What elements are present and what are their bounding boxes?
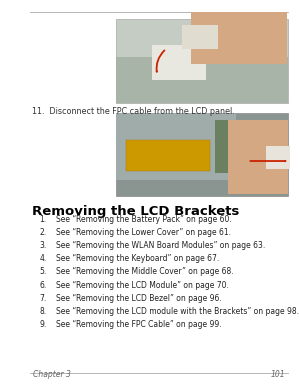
Text: See “Removing the LCD Bezel” on page 96.: See “Removing the LCD Bezel” on page 96. bbox=[56, 294, 221, 303]
Text: See “Removing the Lower Cover” on page 61.: See “Removing the Lower Cover” on page 6… bbox=[56, 228, 230, 237]
Bar bbox=[116, 19, 288, 103]
Text: 5.: 5. bbox=[39, 267, 46, 276]
Bar bbox=[116, 57, 288, 103]
Text: 3.: 3. bbox=[39, 241, 46, 250]
Text: 2.: 2. bbox=[39, 228, 46, 237]
Text: See “Removing the LCD module with the Brackets” on page 98.: See “Removing the LCD module with the Br… bbox=[56, 307, 298, 316]
Text: See “Removing the WLAN Board Modules” on page 63.: See “Removing the WLAN Board Modules” on… bbox=[56, 241, 265, 250]
Text: 1.: 1. bbox=[39, 215, 46, 223]
Text: See “Removing the Middle Cover” on page 68.: See “Removing the Middle Cover” on page … bbox=[56, 267, 233, 276]
Bar bbox=[152, 45, 206, 80]
Text: See “Removing the Keyboard” on page 67.: See “Removing the Keyboard” on page 67. bbox=[56, 254, 219, 263]
Bar bbox=[116, 113, 236, 180]
Text: 9.: 9. bbox=[39, 320, 46, 329]
Bar bbox=[190, 12, 286, 64]
Bar bbox=[116, 113, 288, 196]
Text: Removing the LCD Brackets: Removing the LCD Brackets bbox=[32, 205, 239, 218]
Text: 11.  Disconnect the FPC cable from the LCD panel.: 11. Disconnect the FPC cable from the LC… bbox=[32, 107, 234, 116]
Bar bbox=[228, 120, 288, 194]
Text: See “Removing the Battery Pack” on page 60.: See “Removing the Battery Pack” on page … bbox=[56, 215, 231, 223]
Bar bbox=[214, 120, 280, 173]
Text: 101: 101 bbox=[270, 371, 285, 379]
Bar bbox=[266, 146, 290, 169]
Text: 6.: 6. bbox=[39, 281, 46, 289]
Text: See “Removing the FPC Cable” on page 99.: See “Removing the FPC Cable” on page 99. bbox=[56, 320, 221, 329]
Bar bbox=[182, 25, 218, 48]
Text: 8.: 8. bbox=[39, 307, 46, 316]
Text: Chapter 3: Chapter 3 bbox=[33, 371, 71, 379]
Bar bbox=[126, 140, 210, 171]
Text: See “Removing the LCD Module” on page 70.: See “Removing the LCD Module” on page 70… bbox=[56, 281, 228, 289]
Text: 4.: 4. bbox=[39, 254, 46, 263]
Text: 7.: 7. bbox=[39, 294, 46, 303]
